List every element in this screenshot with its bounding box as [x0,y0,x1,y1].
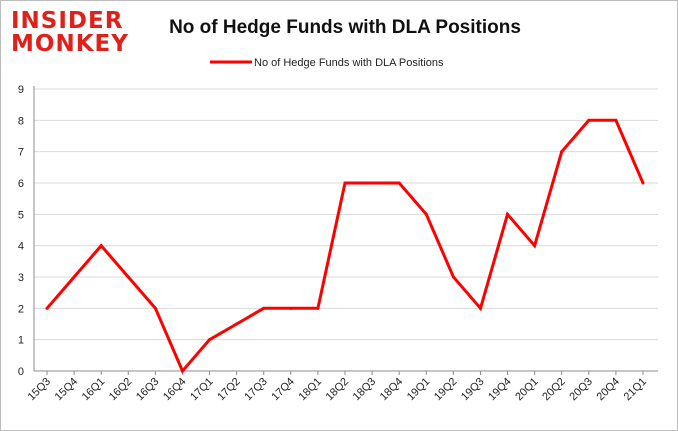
y-tick-label: 0 [18,366,24,378]
data-point [478,306,482,310]
data-point [180,369,184,373]
x-tick-label: 19Q4 [486,376,514,404]
y-tick-label: 8 [18,115,24,127]
legend: No of Hedge Funds with DLA Positions [210,57,444,69]
data-point [45,306,49,310]
data-point [533,244,537,248]
x-tick-label: 17Q3 [242,376,270,404]
y-tick-label: 1 [18,335,24,347]
data-point [153,306,157,310]
x-tick-label: 16Q1 [80,376,108,404]
data-point [560,150,564,154]
x-tick-label: 18Q2 [324,376,352,404]
data-point [208,338,212,342]
data-point [235,322,239,326]
data-point [587,118,591,122]
axes [33,86,658,375]
x-tick-label: 20Q1 [513,376,541,404]
logo-line1: INSIDER [11,8,123,34]
data-point [506,212,510,216]
x-tick-label: 21Q1 [622,376,650,404]
x-tick-label: 19Q3 [459,376,487,404]
data-point [641,181,645,185]
y-tick-label: 2 [18,303,24,315]
x-tick-label: 20Q2 [540,376,568,404]
x-tick-label: 20Q4 [595,376,623,404]
legend-label: No of Hedge Funds with DLA Positions [254,57,444,69]
x-tick-label: 19Q2 [432,376,460,404]
logo: INSIDER MONKEY [11,8,129,57]
x-tick-label: 16Q2 [107,376,135,404]
gridlines [34,88,658,341]
data-point [316,306,320,310]
x-tick-label: 17Q2 [215,376,243,404]
data-point [343,181,347,185]
x-tick-label: 18Q3 [351,376,379,404]
x-tick-label: 15Q3 [26,376,54,404]
data-point [424,212,428,216]
data-point [126,275,130,279]
data-point [370,181,374,185]
x-tick-label: 18Q4 [378,376,406,404]
y-tick-label: 5 [18,209,24,221]
data-point [614,118,618,122]
y-tick-label: 6 [18,178,24,190]
x-tick-label: 18Q1 [297,376,325,404]
x-tick-label: 17Q1 [188,376,216,404]
y-tick-label: 4 [18,241,24,253]
data-point [397,181,401,185]
data-point [72,275,76,279]
y-tick-label: 7 [18,147,24,159]
logo-line2: MONKEY [11,31,129,57]
x-tick-label: 20Q3 [567,376,595,404]
x-tick-label: 16Q3 [134,376,162,404]
x-tick-labels: 15Q3 15Q4 16Q1 16Q2 16Q3 16Q4 17Q1 17Q2 17Q3 17Q4… [26,376,650,404]
x-tick-label: 15Q4 [53,376,81,404]
y-tick-labels: 0 1 2 3 4 5 6 7 8 9 [18,84,24,378]
y-tick-label: 9 [18,84,24,96]
data-point [99,244,103,248]
x-tick-label: 16Q4 [161,376,189,404]
series-layer [45,118,645,374]
chart-title: No of Hedge Funds with DLA Positions [169,17,521,38]
x-tick-label: 17Q4 [269,376,297,404]
x-tick-label: 19Q1 [405,376,433,404]
data-point [262,306,266,310]
y-tick-label: 3 [18,272,24,284]
data-point [451,275,455,279]
data-point [289,306,293,310]
